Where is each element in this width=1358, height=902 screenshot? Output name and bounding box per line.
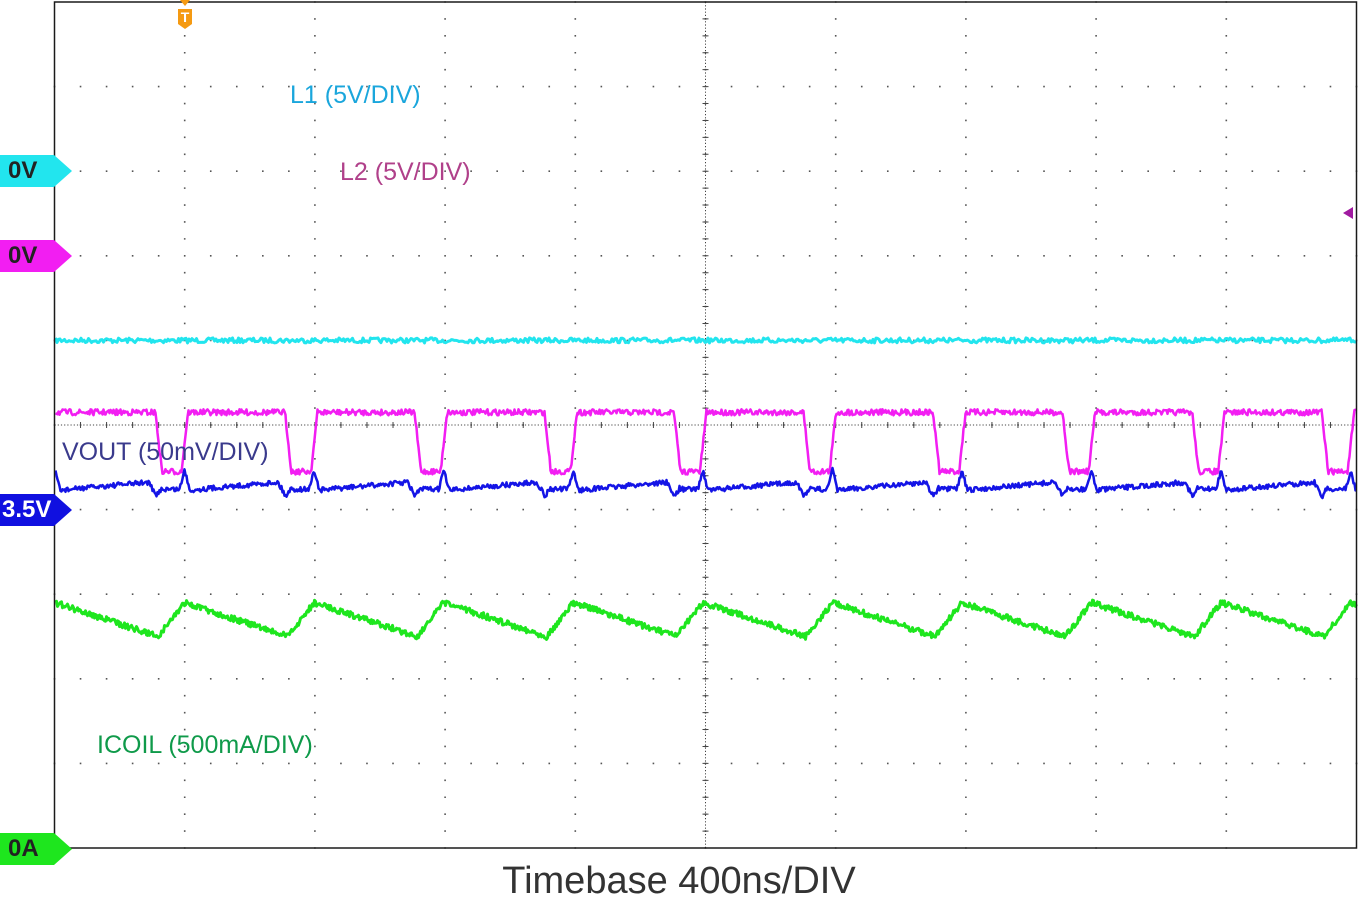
l1-ground-marker-label: 0V: [8, 157, 38, 184]
plot-border: [53, 1, 1358, 849]
l2-trace-label: L2 (5V/DIV): [340, 158, 471, 186]
l2-trace: [54, 408, 1358, 476]
l1-trace-label: L1 (5V/DIV): [290, 81, 421, 109]
vout-reference-marker-label: 3.5V: [2, 496, 52, 523]
waveform-traces: [54, 336, 1358, 641]
vout-trace-label: VOUT (50mV/DIV): [62, 438, 269, 466]
trigger-marker-icon: T: [178, 0, 192, 29]
l1-trace: [54, 336, 1357, 345]
vout-trace: [54, 466, 1357, 500]
icoil-trace-label: ICOIL (500mA/DIV): [97, 731, 313, 759]
svg-text:T: T: [181, 9, 190, 25]
timebase-label: Timebase 400ns/DIV: [0, 862, 1358, 900]
l1-ground-marker[interactable]: 0V: [0, 155, 72, 187]
l2-ground-marker-label: 0V: [8, 242, 38, 269]
l2-offset-arrow-icon: [1343, 207, 1353, 219]
vout-reference-marker[interactable]: 3.5V: [0, 494, 72, 526]
icoil-ground-marker-label: 0A: [8, 835, 39, 862]
l2-ground-marker[interactable]: 0V: [0, 240, 72, 272]
icoil-ground-marker[interactable]: 0A: [0, 833, 72, 865]
icoil-trace: [54, 598, 1358, 641]
timebase-text: Timebase 400ns/DIV: [502, 860, 856, 902]
